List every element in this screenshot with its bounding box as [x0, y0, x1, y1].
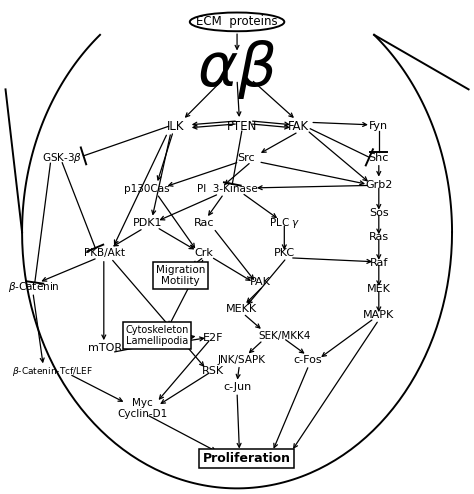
Text: $\alpha\beta$: $\alpha\beta$ [197, 38, 277, 101]
Text: ECM  proteins: ECM proteins [196, 15, 278, 28]
Text: PTEN: PTEN [227, 120, 257, 133]
Text: $\beta$-Catenin: $\beta$-Catenin [8, 281, 60, 294]
Text: Raf: Raf [370, 258, 388, 268]
Text: p130Cas: p130Cas [125, 184, 170, 194]
Text: c-Jun: c-Jun [223, 382, 251, 392]
Text: PDK1: PDK1 [133, 218, 162, 228]
Text: Rac: Rac [194, 218, 214, 228]
Text: GSK-3$\beta$: GSK-3$\beta$ [42, 151, 82, 165]
Text: MEKK: MEKK [226, 304, 257, 314]
Text: Cytoskeleton
Lamellipodia: Cytoskeleton Lamellipodia [125, 325, 188, 346]
Text: MEK: MEK [367, 284, 391, 294]
Text: PAK: PAK [250, 278, 271, 288]
Text: Grb2: Grb2 [365, 180, 392, 190]
Text: mTOR: mTOR [88, 343, 122, 353]
Text: ILK: ILK [167, 120, 184, 133]
Text: PLC $\gamma$: PLC $\gamma$ [269, 216, 300, 230]
Ellipse shape [190, 12, 284, 31]
Text: c-Fos: c-Fos [293, 355, 322, 365]
Text: PKC: PKC [274, 248, 295, 258]
Text: E2F: E2F [203, 333, 224, 343]
Text: Sos: Sos [369, 207, 389, 217]
Text: SEK/MKK4: SEK/MKK4 [258, 330, 310, 341]
Text: JNK/SAPK: JNK/SAPK [218, 355, 266, 365]
Text: Migration
Motility: Migration Motility [155, 265, 205, 287]
Text: Ras: Ras [369, 232, 389, 242]
Text: PI  3-Kinase: PI 3-Kinase [197, 184, 258, 194]
Text: PKB/Akt: PKB/Akt [84, 248, 125, 258]
Text: Proliferation: Proliferation [202, 453, 291, 465]
Text: $\beta$-Catenin-Tcf/LEF: $\beta$-Catenin-Tcf/LEF [12, 365, 93, 377]
Text: Crk: Crk [194, 248, 213, 258]
Text: Shc: Shc [369, 153, 389, 164]
Text: RSK: RSK [202, 366, 225, 376]
Text: MAPK: MAPK [363, 310, 394, 320]
Text: FAK: FAK [288, 120, 309, 133]
Text: Src: Src [237, 153, 255, 164]
Text: Fyn: Fyn [369, 122, 388, 131]
Text: Myc
Cyclin-D1: Myc Cyclin-D1 [118, 398, 168, 419]
